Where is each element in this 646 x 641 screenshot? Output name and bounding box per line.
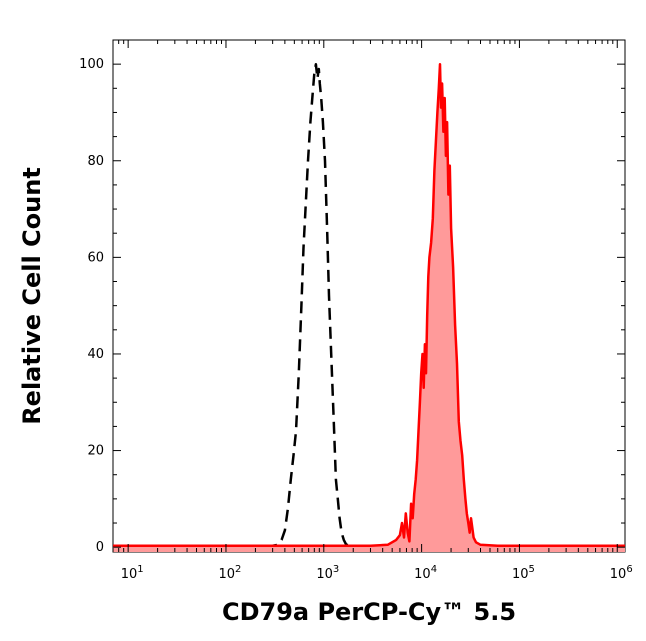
y-axis-ticks: 0 20 40 60 80 100	[79, 57, 625, 555]
x-tick-label: 105	[512, 564, 535, 582]
y-tick-label: 40	[87, 347, 104, 362]
y-tick-label: 20	[87, 444, 104, 459]
x-tick-label: 106	[610, 564, 633, 582]
x-axis-ticks: 101 102 103 104 105 106	[112, 40, 633, 582]
y-tick-label: 0	[96, 540, 104, 555]
y-tick-label: 100	[79, 57, 104, 72]
y-tick-label: 80	[87, 154, 104, 169]
x-axis-title: CD79a PerCP-Cy™ 5.5	[222, 598, 516, 626]
series-layer	[113, 62, 625, 552]
series-2-line	[113, 62, 625, 547]
series-2-area	[113, 64, 625, 552]
series-1-line	[113, 62, 625, 547]
x-tick-label: 103	[316, 564, 339, 582]
y-axis-title: Relative Cell Count	[18, 167, 46, 425]
x-tick-label: 104	[414, 564, 437, 582]
plot-frame	[112, 39, 626, 553]
x-tick-label: 101	[121, 564, 144, 582]
x-tick-label: 102	[219, 564, 242, 582]
y-tick-label: 60	[87, 250, 104, 265]
